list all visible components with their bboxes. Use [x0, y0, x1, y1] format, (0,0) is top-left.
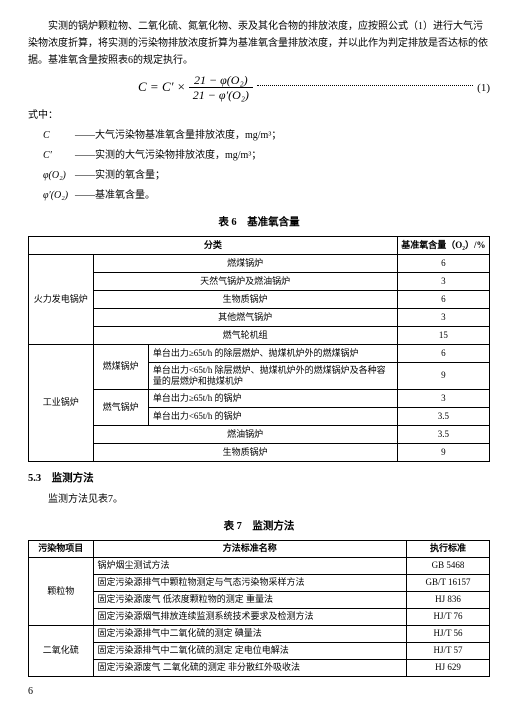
- t7-r7: 固定污染源废气 二氧化硫的测定 非分散红外吸收法: [93, 659, 406, 676]
- table6-caption: 表 6 基准氧含量: [28, 214, 490, 232]
- t7-h3: 执行标准: [407, 540, 490, 557]
- formula-den: 21 − φ′(O₂): [189, 88, 253, 102]
- t6-v3: 6: [397, 290, 489, 308]
- table6: 分类 基准氧含量（O₂）/% 火力发电锅炉 燃煤锅炉6 天然气锅炉及燃油锅炉3 …: [28, 236, 490, 463]
- t7-g2: 二氧化硫: [29, 625, 94, 676]
- t6-r10: 燃油锅炉: [93, 426, 397, 444]
- t7-h1: 污染物项目: [29, 540, 94, 557]
- formula-dots: [257, 85, 473, 86]
- t7-s7: HJ 629: [407, 659, 490, 676]
- t6-sg1: 燃煤锅炉: [93, 344, 148, 390]
- t7-g1: 颗粒物: [29, 557, 94, 625]
- t6-r6: 单台出力≥65t/h 的除层燃炉、抛煤机炉外的燃煤锅炉: [148, 344, 397, 362]
- t7-s4: HJ/T 76: [407, 608, 490, 625]
- t6-r7: 单台出力<65t/h 除层燃炉、抛煤机炉外的燃煤锅炉及各种容量的层燃炉和抛煤机炉: [148, 362, 397, 390]
- t7-r5: 固定污染源排气中二氧化硫的测定 碘量法: [93, 625, 406, 642]
- t6-r9: 单台出力<65t/h 的锅炉: [148, 408, 397, 426]
- t6-v1: 6: [397, 254, 489, 272]
- formula: C = C′ × 21 − φ(O₂) 21 − φ′(O₂): [28, 73, 253, 103]
- table7: 污染物项目 方法标准名称 执行标准 颗粒物 锅炉烟尘测试方法GB 5468 固定…: [28, 540, 490, 677]
- t6-r1: 燃煤锅炉: [93, 254, 397, 272]
- symbol-defs: C——大气污染物基准氧含量排放浓度，mg/m³； C′——实测的大气污染物排放浓…: [43, 127, 490, 204]
- sec-5-3-body: 监测方法见表7。: [28, 491, 490, 508]
- where-label: 式中：: [28, 107, 490, 124]
- t6-v4: 3: [397, 308, 489, 326]
- eq-number: (1): [477, 79, 490, 98]
- t6-r5: 燃气轮机组: [93, 326, 397, 344]
- t6-v2: 3: [397, 272, 489, 290]
- sym-phi: φ(O₂): [43, 167, 75, 184]
- t7-s5: HJ/T 56: [407, 625, 490, 642]
- sym-phip: φ′(O₂): [43, 187, 75, 204]
- table7-caption: 表 7 监测方法: [28, 518, 490, 536]
- t6-r3: 生物质锅炉: [93, 290, 397, 308]
- t6-r4: 其他燃气锅炉: [93, 308, 397, 326]
- t7-s6: HJ/T 57: [407, 642, 490, 659]
- page-number: 6: [28, 683, 490, 700]
- t7-r1: 锅炉烟尘测试方法: [93, 557, 406, 574]
- sec-5-3: 5.3 监测方法: [28, 470, 490, 488]
- def-c: ——大气污染物基准氧含量排放浓度，mg/m³；: [75, 130, 281, 141]
- t6-sg2: 燃气锅炉: [93, 390, 148, 426]
- t7-s1: GB 5468: [407, 557, 490, 574]
- t6-r11: 生物质锅炉: [93, 444, 397, 462]
- t6-v9: 3.5: [397, 408, 489, 426]
- t6-v5: 15: [397, 326, 489, 344]
- sym-c: C: [43, 127, 75, 144]
- t6-h2: 基准氧含量（O₂）/%: [397, 236, 489, 254]
- t6-v8: 3: [397, 390, 489, 408]
- t6-v10: 3.5: [397, 426, 489, 444]
- sym-cp: C′: [43, 147, 75, 164]
- t7-r6: 固定污染源排气中二氧化硫的测定 定电位电解法: [93, 642, 406, 659]
- t7-r3: 固定污染源废气 低浓度颗粒物的测定 重量法: [93, 591, 406, 608]
- def-phi: ——实测的氧含量；: [75, 170, 165, 181]
- formula-num: 21 − φ(O₂): [189, 73, 253, 88]
- t7-r2: 固定污染源排气中颗粒物测定与气态污染物采样方法: [93, 574, 406, 591]
- t6-h1: 分类: [29, 236, 398, 254]
- t7-s3: HJ 836: [407, 591, 490, 608]
- formula-row: C = C′ × 21 − φ(O₂) 21 − φ′(O₂) (1): [28, 73, 490, 103]
- t6-g1: 火力发电锅炉: [29, 254, 94, 344]
- def-cp: ——实测的大气污染物排放浓度，mg/m³；: [75, 150, 261, 161]
- t6-v6: 6: [397, 344, 489, 362]
- intro-para: 实测的锅炉颗粒物、二氧化硫、氮氧化物、汞及其化合物的排放浓度，应按照公式（1）进…: [28, 18, 490, 69]
- def-phip: ——基准氧含量。: [75, 190, 155, 201]
- t6-r2: 天然气锅炉及燃油锅炉: [93, 272, 397, 290]
- t7-h2: 方法标准名称: [93, 540, 406, 557]
- t7-s2: GB/T 16157: [407, 574, 490, 591]
- t6-r8: 单台出力≥65t/h 的锅炉: [148, 390, 397, 408]
- formula-left: C = C′ ×: [138, 79, 185, 94]
- t6-v7: 9: [397, 362, 489, 390]
- t6-g2: 工业锅炉: [29, 344, 94, 462]
- t6-v11: 9: [397, 444, 489, 462]
- t7-r4: 固定污染源烟气排放连续监测系统技术要求及检测方法: [93, 608, 406, 625]
